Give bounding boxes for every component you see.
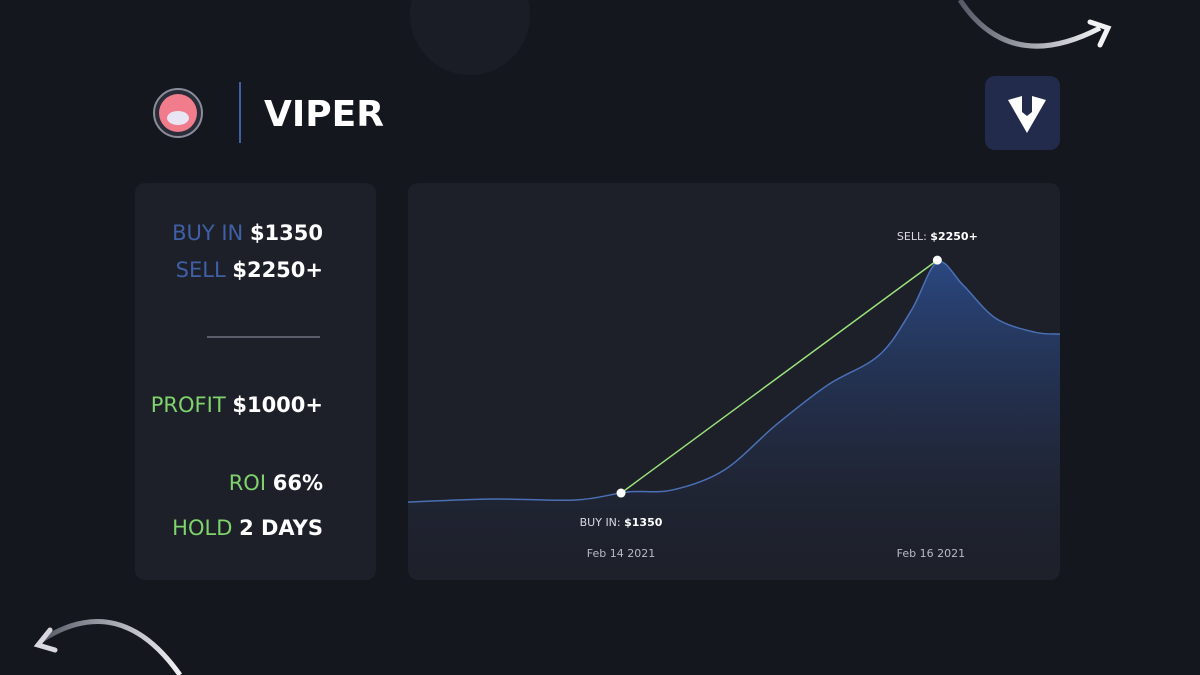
- stat-label: HOLD: [172, 516, 232, 540]
- stat-label: PROFIT: [151, 393, 226, 417]
- trade-label-value: $1350: [624, 516, 663, 529]
- decor-arrow: [33, 627, 58, 653]
- trade-label: BUY IN: $1350: [580, 516, 663, 529]
- trade-label-name: BUY IN:: [580, 516, 621, 529]
- stat-value: 2 DAYS: [239, 516, 323, 540]
- trade-point: [616, 488, 626, 498]
- logo-mark: [1008, 96, 1046, 133]
- decor-arc: [957, 0, 1102, 49]
- stat-row: SELL $2250+: [176, 258, 323, 282]
- price-line: [408, 260, 1060, 503]
- trade-label: SELL: $2250+: [897, 230, 978, 243]
- stat-row: ROI 66%: [229, 471, 323, 495]
- avatar-snout: [167, 111, 189, 125]
- decor-circle: [410, 0, 530, 75]
- trade-point: [932, 255, 942, 265]
- chart-labels: Feb 14 2021 Feb 16 2021 BUY IN: $1350 SELL:…: [580, 230, 978, 560]
- stat-label: BUY IN: [172, 221, 243, 245]
- x-tick-label: Feb 16 2021: [897, 547, 965, 560]
- stat-value: 66%: [273, 471, 323, 495]
- stat-label: ROI: [229, 471, 266, 495]
- stat-value: $1000+: [232, 393, 323, 417]
- stat-value: $2250+: [232, 258, 323, 282]
- stat-row: BUY IN $1350: [172, 221, 323, 245]
- decor-arc: [40, 619, 183, 675]
- stats-panel: [135, 183, 376, 580]
- brand-title: VIPER: [264, 94, 384, 135]
- stat-row: PROFIT $1000+: [151, 393, 323, 417]
- stats-list: BUY IN $1350 SELL $2250+ PROFIT $1000+ ROI …: [151, 221, 323, 540]
- stat-value: $1350: [250, 221, 323, 245]
- trade-label-value: $2250+: [930, 230, 978, 243]
- trade-line: [620, 259, 938, 494]
- x-tick-label: Feb 14 2021: [587, 547, 655, 560]
- trade-label-name: SELL:: [897, 230, 927, 243]
- chart: [408, 259, 1060, 580]
- stat-label: SELL: [176, 258, 226, 282]
- decor-arrow: [1087, 19, 1112, 48]
- stat-row: HOLD 2 DAYS: [172, 516, 323, 540]
